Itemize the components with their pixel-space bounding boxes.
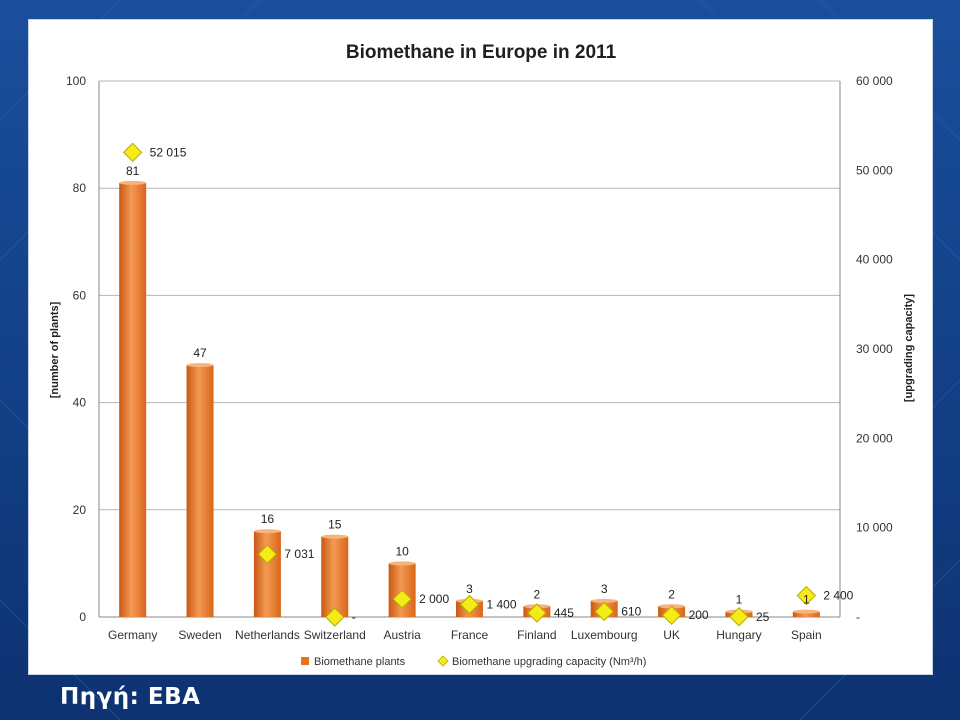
capacity-marker xyxy=(729,607,749,627)
x-category-label: Switzerland xyxy=(304,628,366,642)
capacity-marker xyxy=(594,601,614,622)
x-category-label: France xyxy=(451,628,489,642)
capacity-data-label: 25 xyxy=(756,610,770,624)
y-left-tick-label: 40 xyxy=(73,396,87,410)
bar-top xyxy=(186,363,214,368)
bar-top xyxy=(388,561,416,566)
y-left-tick-label: 0 xyxy=(79,610,86,624)
y-axis-right-label: [upgrading capacity] xyxy=(903,294,915,403)
y-right-tick-label: - xyxy=(856,610,860,624)
bar-data-label: 1 xyxy=(736,593,743,607)
bar xyxy=(186,365,214,617)
y-right-tick-label: 60 000 xyxy=(856,74,893,88)
y-right-tick-label: 40 000 xyxy=(856,253,893,267)
bar xyxy=(792,611,820,617)
y-left-tick-label: 20 xyxy=(73,503,87,517)
capacity-data-label: 7 031 xyxy=(284,547,314,561)
capacity-data-label: 445 xyxy=(554,606,574,620)
bar-data-label: 1 xyxy=(803,593,810,607)
x-category-label: Spain xyxy=(791,628,822,642)
capacity-data-label: 52 015 xyxy=(150,145,187,159)
x-category-label: Luxembourg xyxy=(571,628,638,642)
x-category-label: Netherlands xyxy=(235,628,300,642)
bar-data-label: 10 xyxy=(395,544,409,558)
y-left-tick-label: 100 xyxy=(66,74,86,88)
capacity-marker xyxy=(661,605,682,625)
y-left-tick-label: 80 xyxy=(73,181,87,195)
capacity-marker xyxy=(325,607,345,627)
capacity-data-label: 1 400 xyxy=(487,597,517,611)
legend-marker-label: Biomethane upgrading capacity (Nm³/h) xyxy=(452,656,646,668)
x-category-label: Hungary xyxy=(716,628,761,642)
source-caption: Πηγή: EBA xyxy=(60,684,201,710)
y-right-tick-label: 20 000 xyxy=(856,431,893,445)
x-category-label: Sweden xyxy=(178,628,221,642)
bar-data-label: 81 xyxy=(126,164,140,178)
x-category-label: UK xyxy=(663,628,680,642)
bar xyxy=(119,182,147,617)
bar-top xyxy=(119,180,147,185)
x-category-label: Germany xyxy=(108,628,157,642)
bar-data-label: 2 xyxy=(534,587,541,601)
bar-data-label: 3 xyxy=(601,582,608,596)
capacity-data-label: - xyxy=(352,610,356,624)
capacity-data-label: 200 xyxy=(689,608,709,622)
legend-bar-swatch xyxy=(301,657,309,665)
bar-data-label: 47 xyxy=(193,346,207,360)
bar-top xyxy=(321,534,349,539)
legend: Biomethane plants Biomethane upgrading c… xyxy=(301,655,646,668)
capacity-marker xyxy=(459,594,480,615)
bar-data-label: 3 xyxy=(466,582,473,596)
bar-data-label: 16 xyxy=(261,512,275,526)
y-axis-left-label: [number of plants] xyxy=(49,301,61,398)
chart-panel xyxy=(28,19,933,675)
bar xyxy=(321,536,349,617)
bar-top xyxy=(590,598,618,603)
capacity-marker xyxy=(527,603,547,623)
legend-bar-label: Biomethane plants xyxy=(314,656,406,668)
legend-marker-swatch xyxy=(437,655,449,667)
capacity-marker xyxy=(392,589,412,609)
bar-data-label: 2 xyxy=(668,587,675,601)
chart-title: Biomethane in Europe in 2011 xyxy=(346,42,617,63)
y-right-tick-label: 50 000 xyxy=(856,163,893,177)
bar-top xyxy=(792,609,820,614)
capacity-marker xyxy=(257,544,278,564)
bar-top xyxy=(253,529,281,534)
x-category-label: Finland xyxy=(517,628,556,642)
y-right-tick-label: 30 000 xyxy=(856,342,893,356)
capacity-data-label: 610 xyxy=(621,605,641,619)
bar-data-label: 15 xyxy=(328,518,342,532)
x-category-label: Austria xyxy=(383,628,421,642)
capacity-data-label: 2 400 xyxy=(823,589,853,603)
y-right-tick-label: 10 000 xyxy=(856,521,893,535)
capacity-marker xyxy=(796,585,817,606)
y-left-tick-label: 60 xyxy=(73,288,87,302)
capacity-marker xyxy=(122,142,143,163)
capacity-data-label: 2 000 xyxy=(419,592,449,606)
bar xyxy=(253,531,281,617)
